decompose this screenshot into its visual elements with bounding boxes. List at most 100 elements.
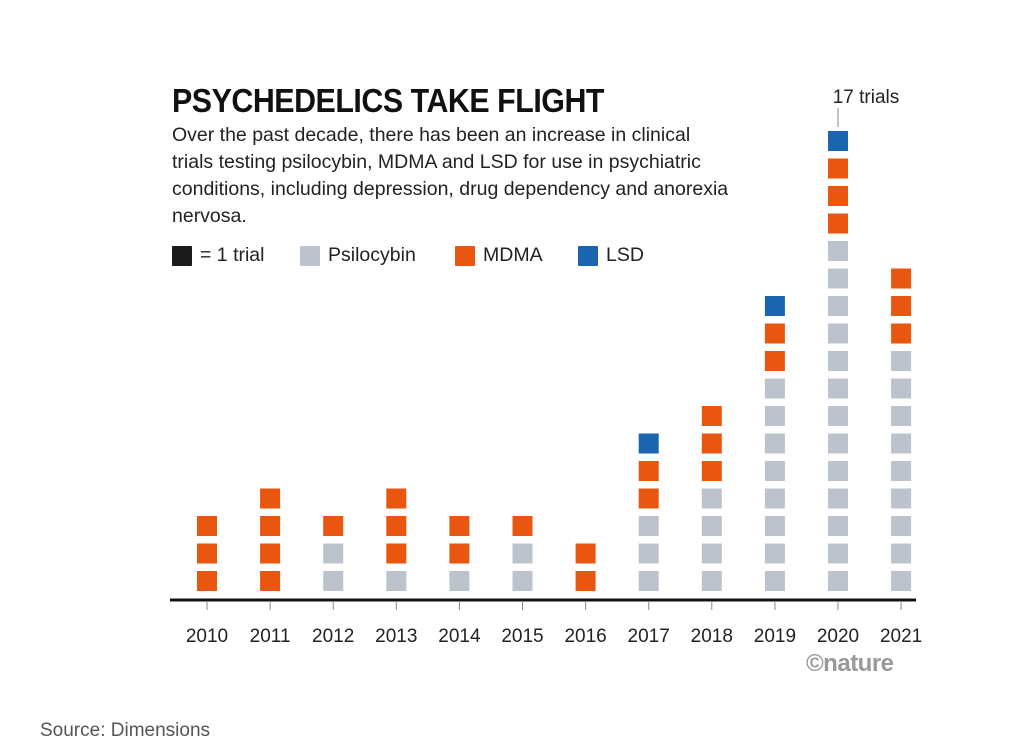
nature-logo: ©nature bbox=[806, 650, 894, 677]
trial-square-psilocybin bbox=[323, 543, 344, 564]
trial-square-psilocybin bbox=[828, 516, 848, 536]
trial-square-mdma bbox=[575, 543, 596, 564]
trial-square-mdma bbox=[828, 186, 848, 206]
trial-square-mdma bbox=[701, 406, 722, 426]
trial-square-psilocybin bbox=[828, 268, 848, 289]
trial-square-psilocybin bbox=[828, 378, 848, 399]
trial-square-mdma bbox=[449, 543, 470, 564]
trial-square-mdma bbox=[575, 571, 596, 591]
trial-square-psilocybin bbox=[512, 543, 533, 564]
trial-square-mdma bbox=[260, 571, 281, 591]
trial-square-psilocybin bbox=[764, 488, 785, 509]
trial-square-psilocybin bbox=[828, 543, 848, 564]
trial-square-psilocybin bbox=[323, 571, 344, 591]
legend-unit-label: = 1 trial bbox=[200, 244, 265, 266]
trial-square-psilocybin bbox=[828, 433, 848, 454]
trial-square-psilocybin bbox=[891, 516, 912, 536]
source-note: Source: Dimensions bbox=[40, 720, 211, 741]
trial-square-mdma bbox=[449, 516, 470, 536]
legend-label: LSD bbox=[606, 244, 644, 266]
legend-swatch bbox=[300, 245, 320, 266]
legend-psilocybin: Psilocybin bbox=[300, 244, 416, 267]
trial-square-psilocybin bbox=[638, 516, 659, 536]
trial-square-psilocybin bbox=[891, 406, 912, 426]
trial-square-mdma bbox=[891, 268, 912, 289]
x-tick-label: 2021 bbox=[880, 626, 922, 647]
trial-square-psilocybin bbox=[764, 461, 785, 481]
trial-square-mdma bbox=[828, 158, 848, 179]
trial-square-mdma bbox=[386, 543, 407, 564]
trial-square-psilocybin bbox=[764, 378, 785, 399]
chart-subtitle: Over the past decade, there has been an … bbox=[172, 124, 729, 227]
annotation-label: 17 trials bbox=[833, 87, 900, 108]
legend-swatch bbox=[455, 245, 475, 266]
legend-label: Psilocybin bbox=[328, 244, 416, 266]
trial-square-mdma bbox=[764, 323, 785, 344]
trial-square-mdma bbox=[260, 543, 281, 564]
trial-square-psilocybin bbox=[638, 571, 659, 591]
chart-title: PSYCHEDELICS TAKE FLIGHT bbox=[172, 82, 605, 119]
trial-square-mdma bbox=[512, 516, 533, 536]
trial-square-psilocybin bbox=[386, 571, 407, 591]
legend-swatch bbox=[578, 245, 598, 266]
trial-square-psilocybin bbox=[764, 406, 785, 426]
x-tick-label: 2018 bbox=[691, 626, 733, 647]
unit-swatch bbox=[172, 245, 192, 266]
trial-square-psilocybin bbox=[891, 351, 912, 371]
legend-mdma: MDMA bbox=[455, 244, 543, 267]
trial-square-mdma bbox=[701, 461, 722, 481]
trial-square-mdma bbox=[638, 488, 659, 509]
trial-square-mdma bbox=[386, 488, 407, 509]
legend-label: MDMA bbox=[483, 244, 543, 266]
trial-square-psilocybin bbox=[638, 543, 659, 564]
x-tick-label: 2017 bbox=[628, 626, 670, 647]
x-tick-label: 2012 bbox=[312, 626, 354, 647]
trial-square-mdma bbox=[638, 461, 659, 481]
trial-square-mdma bbox=[323, 516, 344, 536]
x-tick-label: 2014 bbox=[438, 626, 481, 647]
trial-square-psilocybin bbox=[891, 488, 912, 509]
trial-square-psilocybin bbox=[891, 378, 912, 399]
trial-square-psilocybin bbox=[764, 571, 785, 591]
x-tick-label: 2020 bbox=[817, 626, 859, 647]
trial-square-mdma bbox=[197, 543, 217, 564]
trial-square-psilocybin bbox=[828, 571, 848, 591]
x-tick-label: 2013 bbox=[375, 626, 417, 647]
trial-square-mdma bbox=[701, 433, 722, 454]
trial-square-psilocybin bbox=[891, 433, 912, 454]
trial-square-psilocybin bbox=[828, 241, 848, 261]
trial-square-mdma bbox=[197, 571, 217, 591]
trial-square-psilocybin bbox=[891, 461, 912, 481]
trial-square-mdma bbox=[260, 516, 281, 536]
trial-square-psilocybin bbox=[828, 461, 848, 481]
trial-square-lsd bbox=[764, 296, 785, 316]
trial-square-psilocybin bbox=[764, 543, 785, 564]
trial-square-psilocybin bbox=[764, 433, 785, 454]
trial-square-mdma bbox=[260, 488, 281, 509]
trial-square-psilocybin bbox=[449, 571, 470, 591]
x-tick-label: 2015 bbox=[501, 626, 543, 647]
x-tick-label: 2016 bbox=[564, 626, 606, 647]
trial-square-psilocybin bbox=[828, 296, 848, 316]
trial-square-psilocybin bbox=[701, 488, 722, 509]
trial-square-psilocybin bbox=[828, 406, 848, 426]
trial-square-psilocybin bbox=[828, 351, 848, 371]
trial-square-lsd bbox=[638, 433, 659, 454]
trial-square-mdma bbox=[891, 323, 912, 344]
trial-square-psilocybin bbox=[512, 571, 533, 591]
trial-square-psilocybin bbox=[891, 571, 912, 591]
trial-square-mdma bbox=[891, 296, 912, 316]
trial-square-lsd bbox=[828, 131, 848, 151]
trial-square-mdma bbox=[764, 351, 785, 371]
legend-lsd: LSD bbox=[578, 244, 644, 267]
trial-square-psilocybin bbox=[701, 543, 722, 564]
trial-square-psilocybin bbox=[828, 488, 848, 509]
legend-unit: = 1 trial bbox=[172, 244, 265, 267]
trial-square-psilocybin bbox=[701, 571, 722, 591]
x-tick-label: 2019 bbox=[754, 626, 796, 647]
trial-square-mdma bbox=[828, 213, 848, 234]
trial-square-mdma bbox=[197, 516, 217, 536]
x-tick-label: 2010 bbox=[186, 626, 228, 647]
trial-square-psilocybin bbox=[764, 516, 785, 536]
